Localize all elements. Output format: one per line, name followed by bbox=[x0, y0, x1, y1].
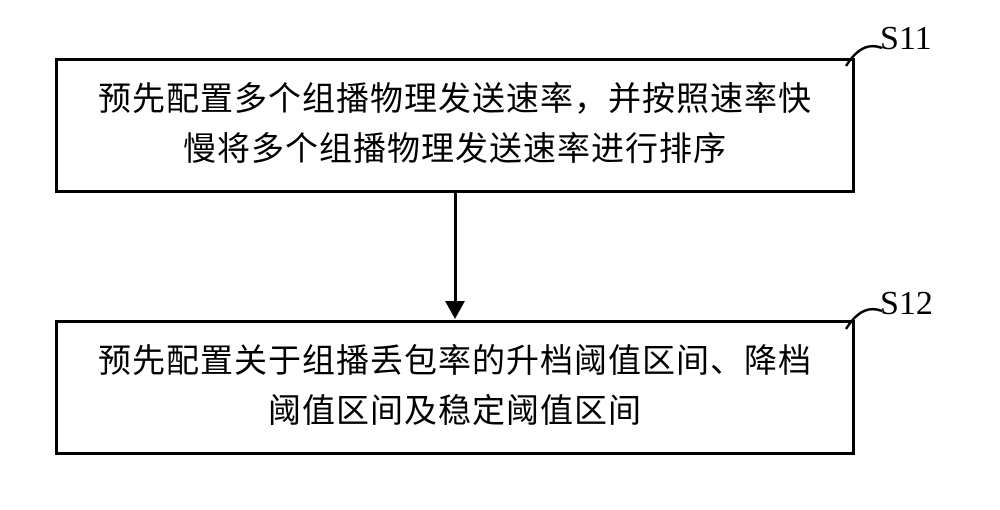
node-label-s11: S11 bbox=[880, 20, 932, 58]
node-s12-text: 预先配置关于组播丢包率的升档阈值区间、降档阈值区间及稳定阈值区间 bbox=[88, 338, 822, 437]
node-label-s12: S12 bbox=[880, 285, 933, 323]
edge-s11-s12 bbox=[453, 193, 457, 303]
edge-line bbox=[454, 193, 457, 303]
flowchart-container: 预先配置多个组播物理发送速率，并按照速率快慢将多个组播物理发送速率进行排序 S1… bbox=[0, 0, 1000, 510]
flowchart-node-s12: 预先配置关于组播丢包率的升档阈值区间、降档阈值区间及稳定阈值区间 bbox=[55, 320, 855, 455]
flowchart-node-s11: 预先配置多个组播物理发送速率，并按照速率快慢将多个组播物理发送速率进行排序 bbox=[55, 58, 855, 193]
arrow-head-icon bbox=[445, 301, 465, 319]
node-s11-text: 预先配置多个组播物理发送速率，并按照速率快慢将多个组播物理发送速率进行排序 bbox=[88, 76, 822, 175]
